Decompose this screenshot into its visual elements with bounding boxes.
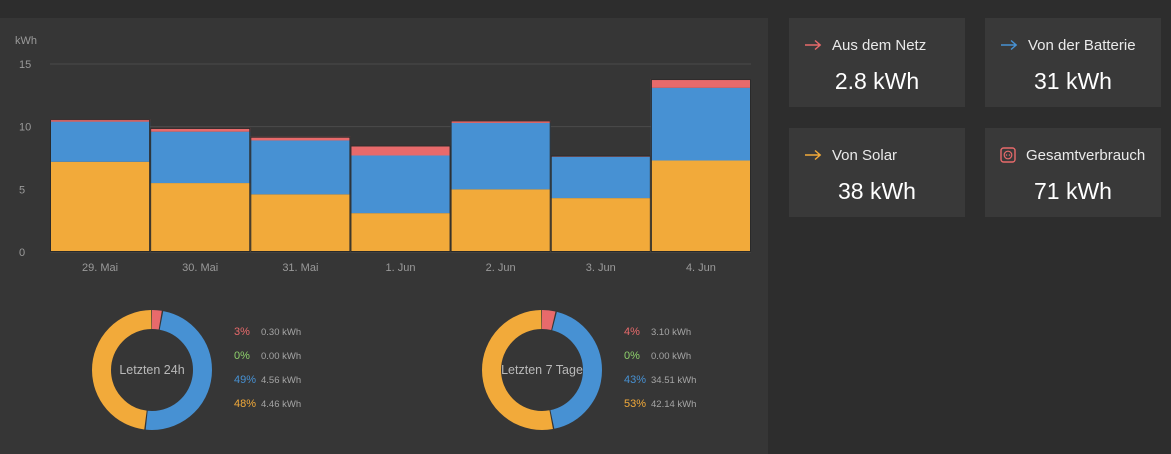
- legend-row: 0% 0.00 kWh: [234, 344, 301, 368]
- card-label: Von der Batterie: [1028, 36, 1136, 54]
- card-label: Aus dem Netz: [832, 36, 927, 54]
- card-value: 31 kWh: [1034, 68, 1112, 94]
- bar-segment-grid[interactable]: [650, 79, 751, 88]
- card-from-solar[interactable]: Von Solar 38 kWh: [789, 128, 965, 217]
- card-from-battery[interactable]: Von der Batterie 31 kWh: [985, 18, 1161, 107]
- bar-outline: [50, 119, 151, 252]
- card-label: Von Solar: [832, 146, 898, 164]
- legend-percent: 3%: [234, 326, 250, 338]
- donut-segment[interactable]: [482, 310, 602, 430]
- legend-value: 34.51 kWh: [651, 374, 697, 386]
- x-tick-label: 29. Mai: [82, 262, 118, 274]
- donut-7-days-label: Letzten 7 Tage: [501, 363, 583, 377]
- donut-segment[interactable]: [92, 310, 212, 430]
- bar-outline: [350, 145, 451, 252]
- donut-7-days: Letzten 7 Tage: [482, 310, 602, 435]
- bar-segment-solar[interactable]: [450, 189, 551, 252]
- bar-segment-grid[interactable]: [50, 119, 151, 122]
- donut-24h: Letzten 24h: [92, 310, 212, 435]
- bar-segment-battery[interactable]: [150, 131, 251, 184]
- donut-segment[interactable]: [92, 310, 212, 430]
- donut-24h-legend: 3% 0.30 kWh 0% 0.00 kWh 49% 4.56 kWh 48% 4.46 k…: [234, 320, 301, 416]
- legend-value: 3.10 kWh: [651, 326, 692, 338]
- legend-value: 4.46 kWh: [261, 398, 302, 410]
- bar-segment-solar[interactable]: [350, 213, 451, 252]
- legend-value: 0.30 kWh: [261, 326, 302, 338]
- card-label: Gesamtverbrauch: [1026, 146, 1146, 164]
- bar-outline: [450, 120, 551, 253]
- bar-segment-solar[interactable]: [550, 198, 651, 252]
- donut-segment[interactable]: [92, 310, 212, 430]
- card-value: 2.8 kWh: [834, 68, 920, 94]
- legend-row: 49% 4.56 kWh: [234, 368, 301, 392]
- power-socket-icon: [1000, 147, 1016, 163]
- bar-segment-solar[interactable]: [50, 161, 151, 252]
- bar-outline: [650, 79, 751, 253]
- bar-segment-grid[interactable]: [250, 136, 351, 141]
- legend-row: 0% 0.00 kWh: [624, 344, 696, 368]
- bar-segment-grid[interactable]: [450, 120, 551, 123]
- card-from-grid[interactable]: Aus dem Netz 2.8 kWh: [789, 18, 965, 107]
- legend-percent: 53%: [624, 398, 647, 410]
- bar-segment-grid[interactable]: [350, 145, 451, 156]
- energy-chart-panel: kWh 0 5 10 15 29. Mai 30. Mai 31. Mai 1. Jun 2. J…: [0, 18, 768, 454]
- x-tick-label: 31. Mai: [282, 262, 318, 274]
- x-tick-label: 4. Jun: [686, 262, 716, 274]
- legend-value: 0.00 kWh: [261, 350, 302, 362]
- donut-24h-ring: [92, 310, 212, 430]
- legend-row: 4% 3.10 kWh: [624, 320, 696, 344]
- card-total-consumption[interactable]: Gesamtverbrauch 71 kWh: [985, 128, 1161, 217]
- bar-segment-solar[interactable]: [250, 194, 351, 252]
- card-value: 71 kWh: [1034, 178, 1112, 204]
- donut-24h-label: Letzten 24h: [119, 363, 185, 377]
- daily-energy-bar-chart: kWh 0 5 10 15 29. Mai 30. Mai 31. Mai 1. Jun 2. J…: [15, 35, 751, 274]
- bar-segment-battery[interactable]: [250, 140, 351, 195]
- bar-segment-grid[interactable]: [150, 127, 251, 132]
- bar-segment-battery[interactable]: [50, 121, 151, 162]
- x-tick-label: 2. Jun: [486, 262, 516, 274]
- arrow-right-icon: [804, 39, 822, 51]
- bar-outline: [150, 127, 251, 252]
- bar-segment-solar[interactable]: [150, 183, 251, 252]
- donut-segment[interactable]: [482, 310, 602, 430]
- y-tick-label: 15: [19, 59, 31, 71]
- legend-percent: 0%: [234, 350, 250, 362]
- bar-outline: [550, 155, 651, 252]
- legend-row: 3% 0.30 kWh: [234, 320, 301, 344]
- legend-percent: 49%: [234, 374, 257, 386]
- donut-7-days-legend: 4% 3.10 kWh 0% 0.00 kWh 43% 34.51 kWh 53% 42.14…: [624, 320, 696, 416]
- donut-segment[interactable]: [482, 310, 602, 430]
- x-tick-label: 1. Jun: [386, 262, 416, 274]
- donut-7-days-ring: [482, 310, 602, 430]
- bar-segment-battery[interactable]: [650, 87, 751, 161]
- legend-percent: 0%: [624, 350, 640, 362]
- x-tick-label: 30. Mai: [182, 262, 218, 274]
- bar-segment-solar[interactable]: [650, 160, 751, 252]
- legend-row: 43% 34.51 kWh: [624, 368, 696, 392]
- y-tick-label: 5: [19, 184, 25, 196]
- y-tick-label: 0: [19, 247, 25, 259]
- arrow-right-icon: [1000, 39, 1018, 51]
- legend-percent: 43%: [624, 374, 647, 386]
- legend-value: 0.00 kWh: [651, 350, 692, 362]
- bar-segment-battery[interactable]: [550, 156, 651, 199]
- arrow-right-icon: [804, 149, 822, 161]
- legend-value: 4.56 kWh: [261, 374, 302, 386]
- bar-segment-battery[interactable]: [350, 155, 451, 214]
- legend-percent: 48%: [234, 398, 257, 410]
- x-tick-label: 3. Jun: [586, 262, 616, 274]
- y-tick-label: 10: [19, 122, 31, 134]
- bar-outline: [250, 136, 351, 252]
- legend-value: 42.14 kWh: [651, 398, 697, 410]
- card-value: 38 kWh: [838, 178, 916, 204]
- bar-segment-battery[interactable]: [450, 122, 551, 190]
- legend-row: 48% 4.46 kWh: [234, 392, 301, 416]
- legend-row: 53% 42.14 kWh: [624, 392, 696, 416]
- y-axis-label: kWh: [15, 35, 37, 47]
- legend-percent: 4%: [624, 326, 640, 338]
